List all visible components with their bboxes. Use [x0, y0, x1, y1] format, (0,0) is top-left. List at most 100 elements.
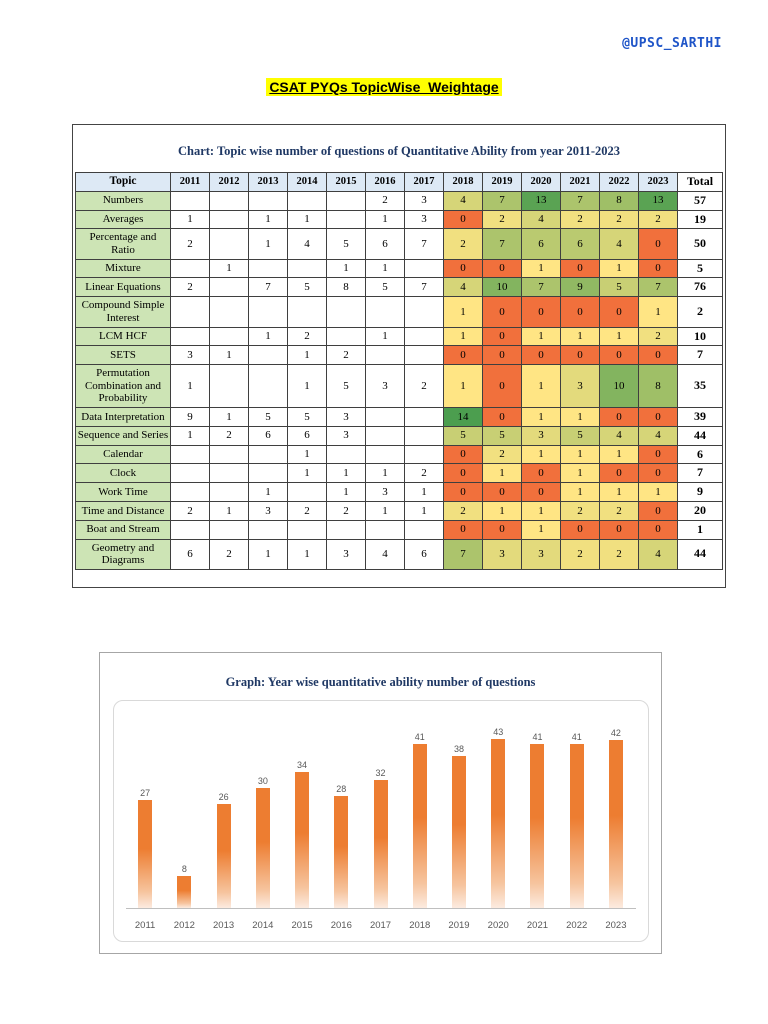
value-cell: 1	[521, 326, 561, 347]
value-cell: 14	[443, 407, 483, 427]
value-cell: 0	[638, 258, 678, 279]
value-cell	[209, 209, 249, 230]
value-cell: 5	[365, 277, 405, 298]
value-cell: 1	[404, 482, 444, 503]
x-axis-label: 2013	[213, 920, 235, 931]
value-cell: 3	[365, 482, 405, 503]
value-cell	[287, 296, 327, 328]
value-cell	[170, 326, 210, 347]
value-cell: 0	[638, 228, 678, 260]
value-cell: 2	[404, 463, 444, 484]
value-cell	[248, 519, 288, 540]
value-cell	[170, 190, 210, 211]
value-cell	[365, 425, 405, 446]
value-cell: 3	[326, 538, 366, 570]
value-cell	[248, 258, 288, 279]
value-cell: 7	[482, 228, 522, 260]
bar-value-label: 42	[610, 728, 621, 738]
table-row: Permutation Combination and Probability 1…	[75, 364, 723, 409]
topic-cell: Data Interpretation	[75, 407, 171, 427]
value-cell: 1	[638, 482, 678, 503]
value-cell	[170, 482, 210, 503]
value-cell	[365, 296, 405, 328]
value-cell: 4	[287, 228, 327, 260]
value-cell: 3	[326, 425, 366, 446]
topic-cell: Clock	[75, 463, 171, 484]
bar	[608, 740, 623, 908]
table-row: Numbers 2 3 4 7 13 7 8 13 57	[75, 190, 723, 211]
value-cell: 1	[248, 209, 288, 230]
bar-column: 8	[165, 727, 204, 908]
x-axis-label: 2019	[448, 920, 470, 931]
value-cell: 8	[599, 190, 639, 211]
value-cell: 0	[521, 345, 561, 366]
table-row: Boat and Stream 0 0 1 0 0 0 1	[75, 519, 723, 540]
value-cell	[326, 519, 366, 540]
column-header-year: 2018	[443, 172, 483, 192]
value-cell: 5	[326, 228, 366, 260]
value-cell: 9	[170, 407, 210, 427]
value-cell	[365, 407, 405, 427]
value-cell: 0	[521, 296, 561, 328]
value-cell	[170, 296, 210, 328]
value-cell	[365, 519, 405, 540]
value-cell: 1	[404, 501, 444, 521]
bar-column: 38	[439, 727, 478, 908]
value-cell: 1	[287, 209, 327, 230]
value-cell	[404, 345, 444, 366]
value-cell: 4	[599, 425, 639, 446]
column-header-year: 2021	[560, 172, 600, 192]
bar-value-label: 43	[493, 727, 504, 737]
value-cell	[404, 296, 444, 328]
value-cell: 1	[521, 501, 561, 521]
value-cell	[248, 364, 288, 409]
topic-cell: Boat and Stream	[75, 519, 171, 540]
value-cell: 1	[443, 326, 483, 347]
value-cell: 2	[326, 501, 366, 521]
total-cell: 35	[677, 364, 723, 409]
value-cell: 0	[443, 209, 483, 230]
bar	[569, 744, 584, 908]
value-cell: 13	[638, 190, 678, 211]
topic-cell: Time and Distance	[75, 501, 171, 521]
total-cell: 10	[677, 326, 723, 347]
value-cell: 1	[560, 482, 600, 503]
value-cell: 5	[287, 407, 327, 427]
bar	[216, 804, 231, 908]
value-cell: 7	[482, 190, 522, 211]
value-cell: 1	[365, 501, 405, 521]
value-cell: 1	[287, 345, 327, 366]
value-cell: 0	[482, 258, 522, 279]
value-cell: 0	[560, 296, 600, 328]
value-cell: 1	[599, 258, 639, 279]
value-cell: 1	[248, 482, 288, 503]
bar-value-label: 41	[571, 732, 582, 742]
value-cell: 1	[443, 364, 483, 409]
value-cell: 4	[521, 209, 561, 230]
bar-value-label: 38	[453, 744, 464, 754]
value-cell: 2	[443, 501, 483, 521]
total-cell: 50	[677, 228, 723, 260]
value-cell	[209, 326, 249, 347]
value-cell: 7	[560, 190, 600, 211]
value-cell: 6	[521, 228, 561, 260]
value-cell: 0	[560, 345, 600, 366]
value-cell: 8	[326, 277, 366, 298]
value-cell: 9	[560, 277, 600, 298]
total-cell: 9	[677, 482, 723, 503]
bar	[255, 788, 270, 908]
column-header-year: 2011	[170, 172, 210, 192]
column-header-year: 2013	[248, 172, 288, 192]
value-cell	[248, 296, 288, 328]
bar-value-label: 30	[257, 776, 268, 786]
bar	[530, 744, 545, 908]
value-cell	[209, 519, 249, 540]
value-cell: 5	[287, 277, 327, 298]
value-cell: 2	[287, 326, 327, 347]
value-cell: 0	[482, 482, 522, 503]
value-cell: 1	[248, 538, 288, 570]
bar	[373, 780, 388, 908]
value-cell: 1	[365, 209, 405, 230]
total-cell: 7	[677, 463, 723, 484]
value-cell	[248, 190, 288, 211]
